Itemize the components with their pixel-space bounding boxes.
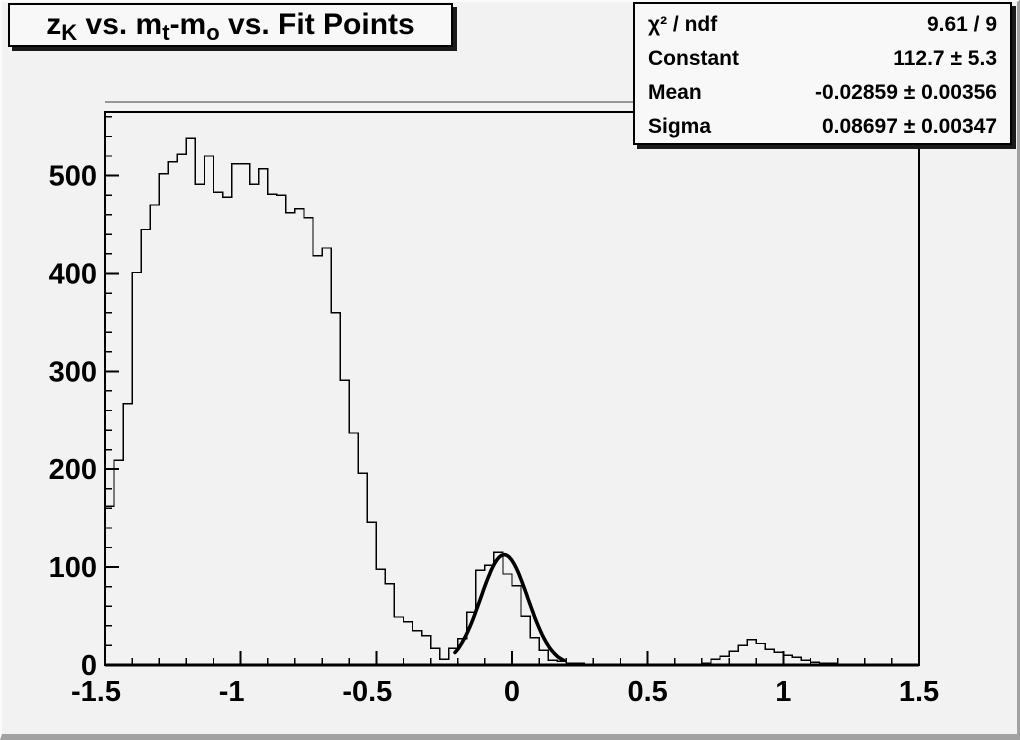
- stats-row: Constant 112.7 ± 5.3: [635, 42, 1010, 76]
- x-tick-label: 1.5: [899, 676, 939, 708]
- stat-value-sigma: 0.08697 ± 0.00347: [821, 115, 997, 138]
- stat-value-mean: -0.02859 ± 0.00356: [814, 81, 997, 104]
- stat-label-mean: Mean: [648, 81, 702, 104]
- gaussian-fit-curve: [453, 552, 566, 663]
- y-tick-label: 0: [81, 650, 97, 682]
- histogram-outline: [104, 137, 919, 666]
- stats-box[interactable]: χ² / ndf 9.61 / 9 Constant 112.7 ± 5.3 M…: [633, 2, 1012, 145]
- x-tick-label: -1.5: [71, 676, 121, 708]
- page-title: zK vs. mt-mo vs. Fit Points: [46, 8, 415, 45]
- y-tick-label: 300: [49, 356, 97, 388]
- stat-label-constant: Constant: [648, 47, 739, 70]
- y-tick-label: 100: [49, 552, 97, 584]
- stat-label-sigma: Sigma: [648, 115, 712, 138]
- stats-row: Mean -0.02859 ± 0.00356: [635, 76, 1010, 110]
- y-tick-label: 200: [49, 454, 97, 486]
- stat-value-chi2: 9.61 / 9: [926, 13, 997, 36]
- x-tick-label: -0.5: [342, 676, 392, 708]
- stats-row: χ² / ndf 9.61 / 9: [635, 8, 1010, 42]
- stat-value-constant: 112.7 ± 5.3: [893, 47, 997, 70]
- x-tick-label: 0: [504, 676, 520, 708]
- stats-row: Sigma 0.08697 ± 0.00347: [635, 110, 1010, 144]
- x-tick-label: 0.5: [628, 676, 668, 708]
- stat-label-chi2: χ² / ndf: [648, 13, 718, 36]
- y-tick-label: 500: [49, 161, 97, 193]
- x-tick-label: 1: [775, 676, 791, 708]
- y-tick-label: 400: [49, 258, 97, 290]
- x-tick-label: -1: [219, 676, 245, 708]
- title-box[interactable]: zK vs. mt-mo vs. Fit Points: [8, 3, 453, 47]
